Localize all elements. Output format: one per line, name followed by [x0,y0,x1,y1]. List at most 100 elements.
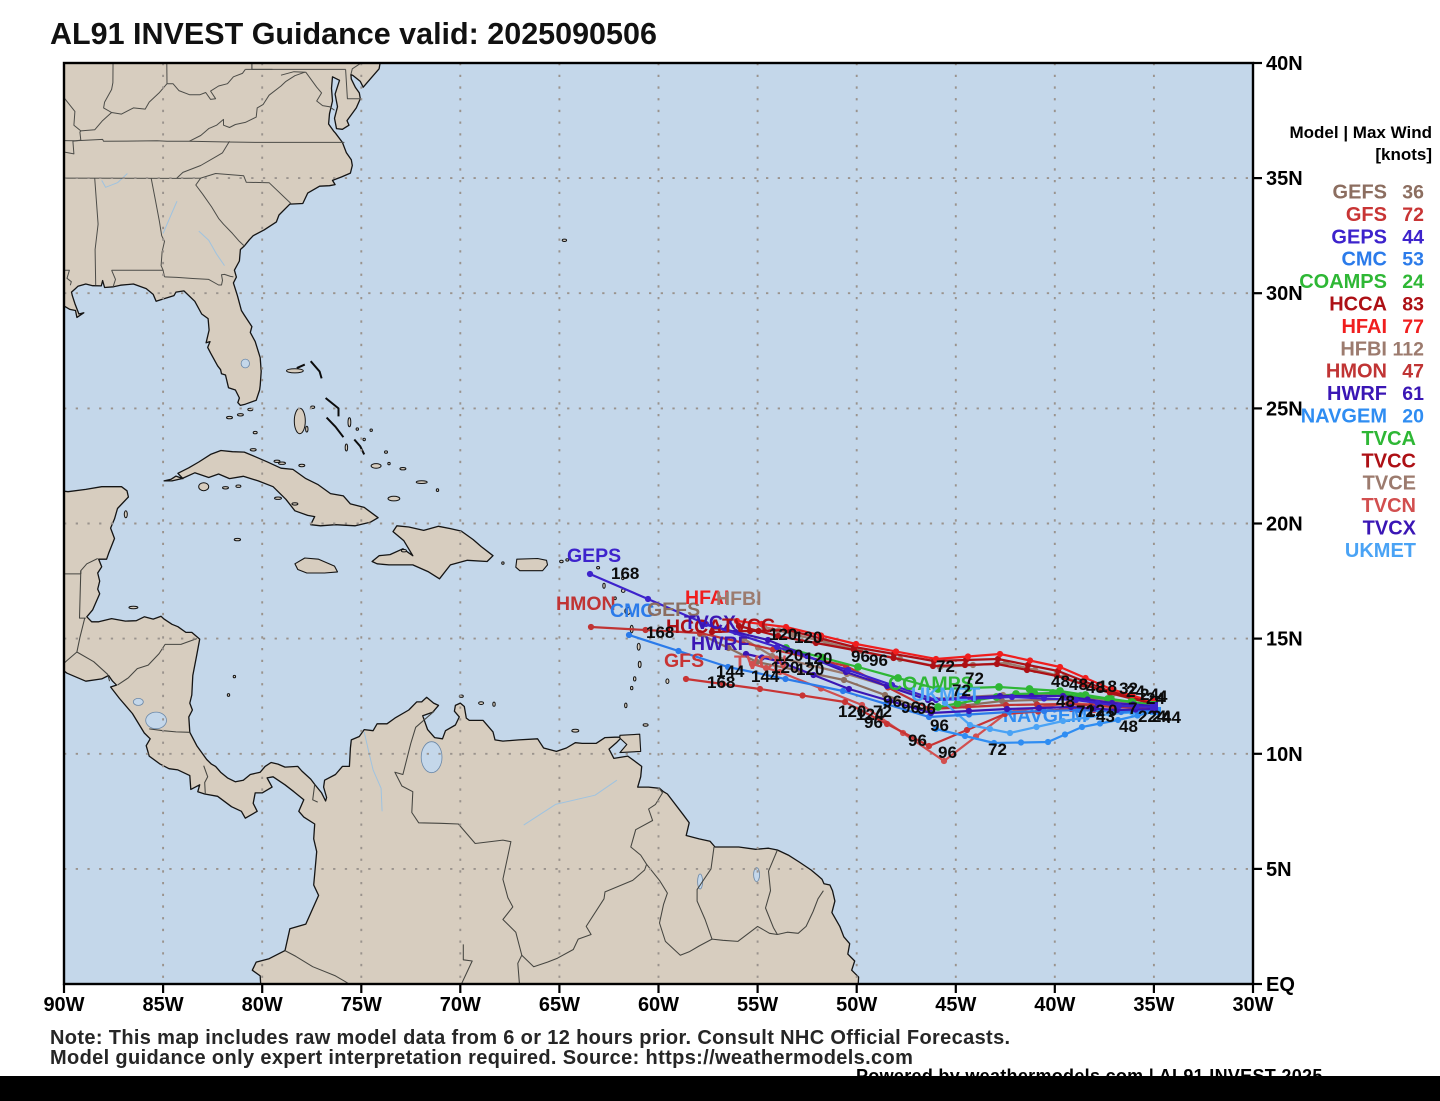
svg-text:HWRF: HWRF [1327,383,1387,405]
svg-text:NAVGEM: NAVGEM [1301,406,1387,428]
svg-text:AL91 INVEST Guidance valid: 20: AL91 INVEST Guidance valid: 2025090506 [50,17,657,51]
svg-text:HFAI: HFAI [1341,316,1387,338]
svg-text:168: 168 [707,673,735,692]
svg-text:HFBI: HFBI [1340,338,1387,360]
svg-text:GFS: GFS [1346,204,1387,226]
svg-text:15N: 15N [1266,629,1303,651]
svg-text:96: 96 [864,713,883,732]
svg-text:144: 144 [716,662,745,681]
svg-text:32: 32 [1119,679,1138,698]
svg-text:96: 96 [938,743,957,762]
svg-text:HMON: HMON [556,593,616,615]
svg-text:EQ: EQ [1266,974,1295,996]
svg-text:48: 48 [1119,717,1138,736]
svg-text:30N: 30N [1266,283,1303,305]
svg-text:120: 120 [771,658,799,677]
svg-text:TVCC: TVCC [1362,450,1416,472]
svg-text:Model guidance only expert int: Model guidance only expert interpretatio… [50,1047,913,1069]
svg-text:36: 36 [1402,182,1424,204]
svg-text:24: 24 [1126,682,1145,701]
svg-text:HCCA: HCCA [666,616,722,638]
svg-text:72: 72 [1402,204,1424,226]
svg-text:40W: 40W [1034,994,1075,1016]
svg-text:48: 48 [1051,672,1070,691]
svg-text:48: 48 [1056,692,1075,711]
svg-text:[knots]: [knots] [1375,145,1432,164]
svg-text:24: 24 [1402,271,1424,293]
svg-text:120: 120 [775,646,803,665]
svg-text:48: 48 [1086,678,1105,697]
svg-text:96: 96 [930,716,949,735]
svg-text:10N: 10N [1266,744,1303,766]
svg-text:CMC: CMC [610,600,654,622]
svg-text:96: 96 [883,692,902,711]
svg-text:120: 120 [804,649,832,668]
svg-text:4: 4 [1158,687,1168,706]
svg-text:90W: 90W [43,994,84,1016]
svg-text:168: 168 [611,564,639,583]
svg-text:0: 0 [1108,701,1117,720]
svg-text:83: 83 [1402,294,1424,316]
svg-text:COAMPS: COAMPS [1299,271,1387,293]
svg-text:40N: 40N [1266,53,1303,75]
svg-text:112: 112 [1393,338,1425,360]
svg-text:HWRF: HWRF [691,633,750,655]
svg-text:GEPS: GEPS [567,545,621,567]
svg-text:COAMPS: COAMPS [888,673,974,695]
svg-text:85W: 85W [143,994,184,1016]
svg-text:TVCA: TVCA [1362,428,1416,450]
svg-text:20N: 20N [1266,514,1303,536]
svg-text:43: 43 [1096,707,1115,726]
svg-text:168: 168 [646,623,674,642]
svg-text:77: 77 [1402,316,1424,338]
svg-text:144: 144 [751,667,780,686]
svg-text:UKMET: UKMET [1345,540,1416,562]
svg-text:45W: 45W [935,994,976,1016]
svg-text:HFAI: HFAI [685,587,729,609]
svg-text:HMON: HMON [1326,361,1387,383]
svg-text:120: 120 [838,702,866,721]
svg-text:12: 12 [1086,701,1105,720]
svg-text:44: 44 [1402,226,1424,248]
svg-text:124: 124 [856,705,885,724]
svg-text:72: 72 [1076,702,1095,721]
svg-text:Note: This map includes raw mo: Note: This map includes raw model data f… [50,1027,1010,1049]
svg-text:80W: 80W [242,994,283,1016]
svg-text:18: 18 [1098,677,1117,696]
svg-text:24: 24 [1140,685,1159,704]
svg-text:120: 120 [796,660,824,679]
svg-text:72: 72 [988,740,1007,759]
svg-text:70W: 70W [440,994,481,1016]
svg-text:53: 53 [1402,249,1424,271]
svg-text:TVCN: TVCN [734,652,787,674]
svg-text:96: 96 [869,651,888,670]
svg-text:24: 24 [1146,689,1165,708]
svg-text:224: 224 [1138,707,1167,726]
svg-text:TVCC: TVCC [722,615,775,637]
svg-text:47: 47 [1402,361,1424,383]
svg-text:60W: 60W [638,994,679,1016]
svg-text:120: 120 [794,628,822,647]
svg-text:55W: 55W [737,994,778,1016]
svg-text:CMC: CMC [1341,249,1387,271]
svg-text:75W: 75W [341,994,382,1016]
svg-text:96: 96 [901,698,920,717]
svg-text:TVCX: TVCX [684,612,736,634]
svg-text:20: 20 [1402,406,1424,428]
svg-text:65W: 65W [539,994,580,1016]
svg-text:HFBI: HFBI [716,588,762,610]
svg-text:GFS: GFS [664,650,704,672]
svg-text:GEFS: GEFS [647,599,700,621]
svg-text:30W: 30W [1232,994,1273,1016]
svg-text:61: 61 [1402,383,1424,405]
svg-text:35N: 35N [1266,168,1303,190]
svg-text:GEPS: GEPS [1331,226,1387,248]
svg-text:72: 72 [965,669,984,688]
svg-text:TVCX: TVCX [1363,518,1417,540]
svg-text:Model | Max Wind: Model | Max Wind [1290,123,1433,142]
svg-text:35W: 35W [1133,994,1174,1016]
svg-text:7: 7 [1128,699,1137,718]
svg-text:48: 48 [1069,675,1088,694]
svg-text:HCCA: HCCA [1329,294,1387,316]
svg-text:44: 44 [1162,708,1181,727]
